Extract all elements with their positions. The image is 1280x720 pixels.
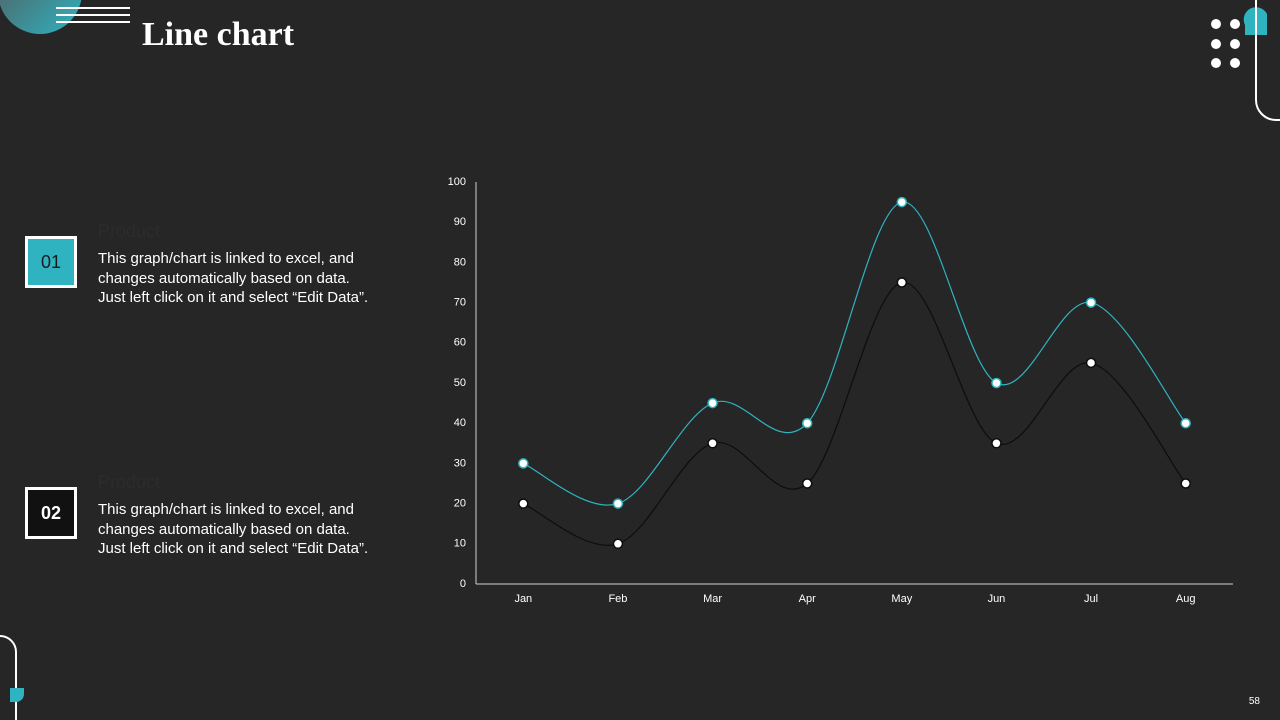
decor-lines [56,7,130,23]
decor-quarter [10,688,24,702]
y-tick-label: 10 [454,538,466,550]
series-line [523,201,1187,506]
data-point [1180,478,1191,489]
y-tick-label: 100 [448,176,466,188]
data-point [991,438,1002,449]
y-tick-label: 80 [454,256,466,268]
data-point [612,538,624,550]
slide-title: Line chart [142,16,295,53]
x-tick-label: Jul [1084,593,1098,605]
x-tick-label: Apr [799,593,816,605]
x-tick-label: Aug [1176,593,1196,605]
x-tick-label: Jan [514,593,532,605]
text-line: changes automatically based on data. [98,269,350,287]
decor-border [0,635,17,720]
item-text: This graph/chart is linked to excel, and… [98,500,368,559]
data-point [801,478,813,489]
y-tick-label: 70 [454,297,466,309]
data-point [518,458,529,469]
y-tick-label: 90 [454,216,466,228]
item-heading: Product [98,221,161,241]
text-line: Just left click on it and select “Edit D… [98,540,369,557]
data-point [707,438,718,449]
text-line: This graph/chart is linked to excel, and [98,501,354,518]
series-line [523,281,1187,546]
item-number: 02 [25,487,77,539]
decor-dots [1211,19,1240,68]
x-tick-label: May [891,593,912,605]
data-point [896,277,908,288]
y-tick-label: 20 [454,498,466,510]
y-tick-label: 0 [460,578,466,590]
x-tick-label: Jun [988,593,1006,605]
y-tick-label: 40 [454,417,466,429]
data-point [707,397,718,409]
data-point [1180,417,1191,429]
item-heading: Product [98,472,161,492]
x-tick-label: Mar [703,593,722,605]
item-number: 01 [25,236,77,288]
decor-circle [0,0,82,34]
item-text: This graph/chart is linked to excel, and… [98,249,368,308]
y-tick-label: 50 [454,377,466,389]
data-point [612,498,624,509]
data-point [801,417,813,429]
data-point [991,377,1002,389]
text-line: This graph/chart is linked to excel, and [98,250,354,267]
data-point [1085,357,1097,369]
data-point [518,498,529,509]
text-line: Just left click on it and select “Edit D… [98,289,369,306]
decor-border [1255,0,1280,121]
text-line: changes automatically based on data. [98,520,350,538]
page-number: 58 [1248,696,1260,707]
data-point [1085,297,1097,308]
data-point [896,196,908,208]
y-tick-label: 60 [454,337,466,349]
x-tick-label: Feb [608,593,627,605]
y-tick-label: 30 [454,457,466,469]
